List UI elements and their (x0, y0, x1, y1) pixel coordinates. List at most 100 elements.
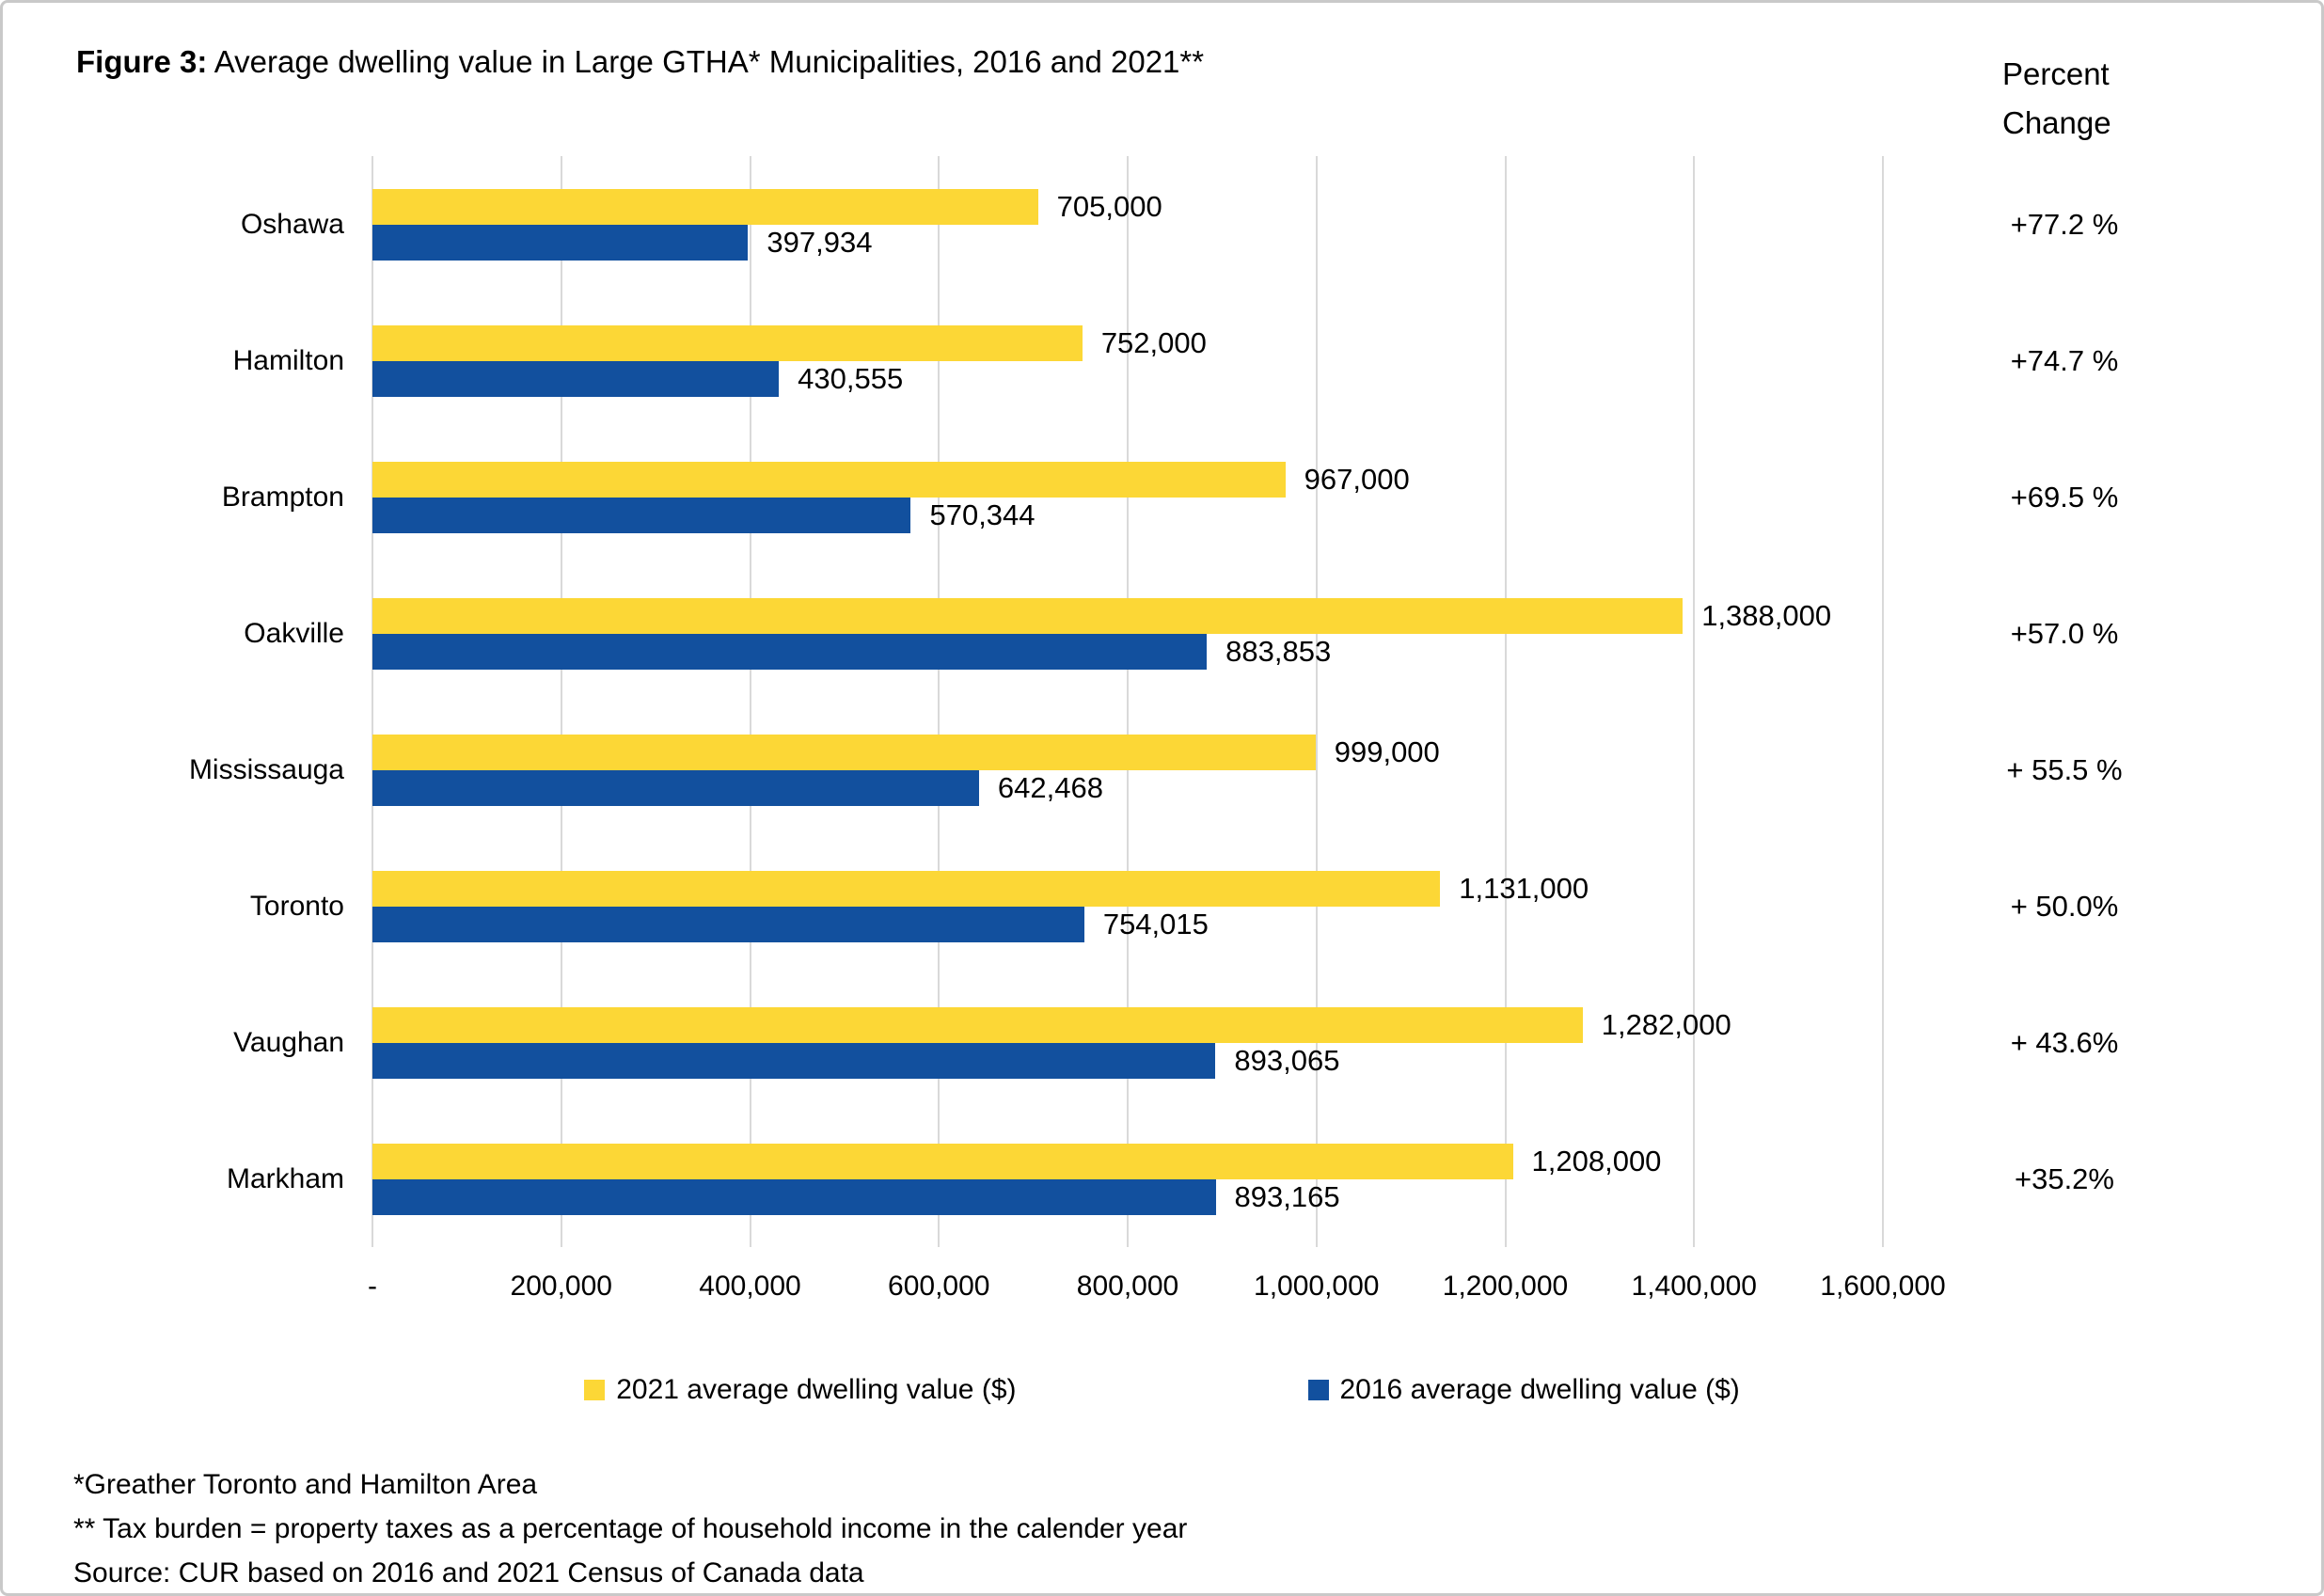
gridline (372, 156, 373, 1247)
bar-value-label: 883,853 (1225, 634, 1332, 668)
figure-title-text: Average dwelling value in Large GTHA* Mu… (207, 44, 1205, 79)
bar-value-label: 999,000 (1334, 735, 1440, 768)
bar-line-2021: 999,000 (372, 734, 1883, 770)
x-axis-tick: 800,000 (1076, 1271, 1179, 1302)
percent-change-value: + 50.0% (2010, 889, 2119, 923)
bar-line-2016: 883,853 (372, 633, 1883, 670)
x-axis-tick: 600,000 (888, 1271, 990, 1302)
x-axis-tick: 1,400,000 (1631, 1271, 1757, 1302)
percent-change-value: +57.0 % (2010, 616, 2119, 650)
x-axis-tick: - (368, 1271, 377, 1302)
percent-change-value: +74.7 % (2010, 343, 2119, 377)
category-axis: Oshawa Hamilton Brampton Oakville Mississaug… (22, 156, 344, 1247)
bar-line-2021: 1,388,000 (372, 597, 1883, 634)
gridline (749, 156, 751, 1247)
legend-swatch-icon (584, 1380, 606, 1400)
gridline (1315, 156, 1318, 1247)
x-axis-tick: 400,000 (699, 1271, 801, 1302)
bar-value-label: 570,344 (929, 498, 1036, 531)
figure-title-prefix: Figure 3: (76, 44, 208, 79)
bar-2016 (372, 769, 979, 806)
bar-value-label: 1,208,000 (1531, 1144, 1662, 1177)
x-axis: - 200,000 400,000 600,000 800,000 1,000,000 1,… (368, 1271, 1946, 1314)
legend: 2021 average dwelling value ($) 2016 aver… (3, 1374, 2321, 1406)
percent-change-column: +77.2 % +74.7 % +69.5 % +57.0 % + 55.5 % + 50… (1937, 156, 2192, 1247)
bar-row: 705,000 397,934 (372, 156, 1883, 292)
bar-line-2021: 1,282,000 (372, 1006, 1883, 1043)
bar-value-label: 893,065 (1234, 1043, 1340, 1077)
percent-change-header-line1: Percent (2002, 56, 2110, 91)
bar-value-label: 752,000 (1100, 325, 1207, 359)
bar-row: 1,131,000 754,015 (372, 838, 1883, 974)
percent-change-value: +35.2% (2014, 1161, 2114, 1195)
legend-swatch-icon (1307, 1380, 1329, 1400)
gridline (938, 156, 941, 1247)
bar-value-label: 1,388,000 (1701, 598, 1832, 632)
bar-2021 (372, 1143, 1513, 1179)
bar-2016 (372, 360, 780, 397)
category-label: Toronto (249, 890, 344, 922)
category-label: Oakville (244, 617, 344, 649)
gridline (560, 156, 562, 1247)
percent-change-header-line2: Change (2002, 105, 2111, 140)
bar-2021 (372, 1006, 1583, 1043)
legend-label: 2021 average dwelling value ($) (616, 1374, 1017, 1405)
gridline (1693, 156, 1696, 1247)
bar-row: 999,000 642,468 (372, 702, 1883, 838)
footnote-line: ** Tax burden = property taxes as a perc… (73, 1513, 1188, 1544)
bar-value-label: 893,165 (1234, 1179, 1340, 1213)
category-label: Markham (226, 1162, 344, 1194)
category-label: Vaughan (233, 1026, 344, 1058)
figure-title: Figure 3: Average dwelling value in Larg… (76, 44, 1204, 80)
x-axis-tick: 1,200,000 (1442, 1271, 1569, 1302)
bar-value-label: 967,000 (1304, 462, 1410, 496)
bar-2021 (372, 734, 1316, 770)
bar-row: 1,208,000 893,165 (372, 1111, 1883, 1247)
bar-line-2021: 967,000 (372, 461, 1883, 498)
bar-rows: 705,000 397,934 752,000 430,555 967,000 570,3… (372, 156, 1883, 1247)
bar-line-2016: 893,165 (372, 1178, 1883, 1215)
bar-line-2016: 397,934 (372, 224, 1883, 261)
bar-2016 (372, 497, 911, 533)
gridline (1882, 156, 1884, 1247)
gridline (1504, 156, 1507, 1247)
bar-value-label: 430,555 (798, 361, 904, 395)
bar-2021 (372, 597, 1684, 634)
bar-value-label: 397,934 (767, 225, 873, 259)
legend-item-2021: 2021 average dwelling value ($) (584, 1374, 1017, 1406)
bar-line-2021: 752,000 (372, 324, 1883, 361)
plot-area: 705,000 397,934 752,000 430,555 967,000 570,3… (372, 156, 1884, 1247)
percent-change-value: + 55.5 % (2006, 752, 2123, 786)
bar-value-label: 754,015 (1102, 907, 1209, 940)
footnotes: *Greather Toronto and Hamilton Area ** Ta… (73, 1462, 1188, 1593)
bar-line-2016: 570,344 (372, 497, 1883, 533)
bar-line-2021: 1,208,000 (372, 1143, 1883, 1179)
percent-change-value: +69.5 % (2010, 480, 2119, 514)
bar-line-2016: 642,468 (372, 769, 1883, 806)
bar-row: 752,000 430,555 (372, 292, 1883, 429)
x-axis-tick: 200,000 (510, 1271, 612, 1302)
bar-value-label: 1,131,000 (1459, 871, 1589, 905)
bar-2016 (372, 224, 749, 261)
gridline (1127, 156, 1129, 1247)
x-axis-tick: 1,600,000 (1820, 1271, 1946, 1302)
bar-value-label: 642,468 (997, 770, 1103, 804)
bar-line-2016: 430,555 (372, 360, 1883, 397)
bar-2021 (372, 324, 1083, 361)
bar-row: 1,282,000 893,065 (372, 974, 1883, 1111)
bar-2016 (372, 1178, 1216, 1215)
footnote-line: *Greather Toronto and Hamilton Area (73, 1469, 538, 1500)
bar-line-2016: 893,065 (372, 1042, 1883, 1079)
category-label: Hamilton (232, 344, 344, 376)
bar-value-label: 705,000 (1056, 189, 1162, 223)
category-label: Oshawa (240, 208, 344, 240)
legend-item-2016: 2016 average dwelling value ($) (1307, 1374, 1740, 1406)
bar-row: 1,388,000 883,853 (372, 565, 1883, 702)
category-label: Brampton (221, 481, 344, 513)
bar-2021 (372, 188, 1038, 225)
bar-line-2021: 705,000 (372, 188, 1883, 225)
percent-change-value: +77.2 % (2010, 207, 2119, 241)
bar-value-label: 1,282,000 (1601, 1007, 1731, 1041)
bar-line-2016: 754,015 (372, 906, 1883, 942)
